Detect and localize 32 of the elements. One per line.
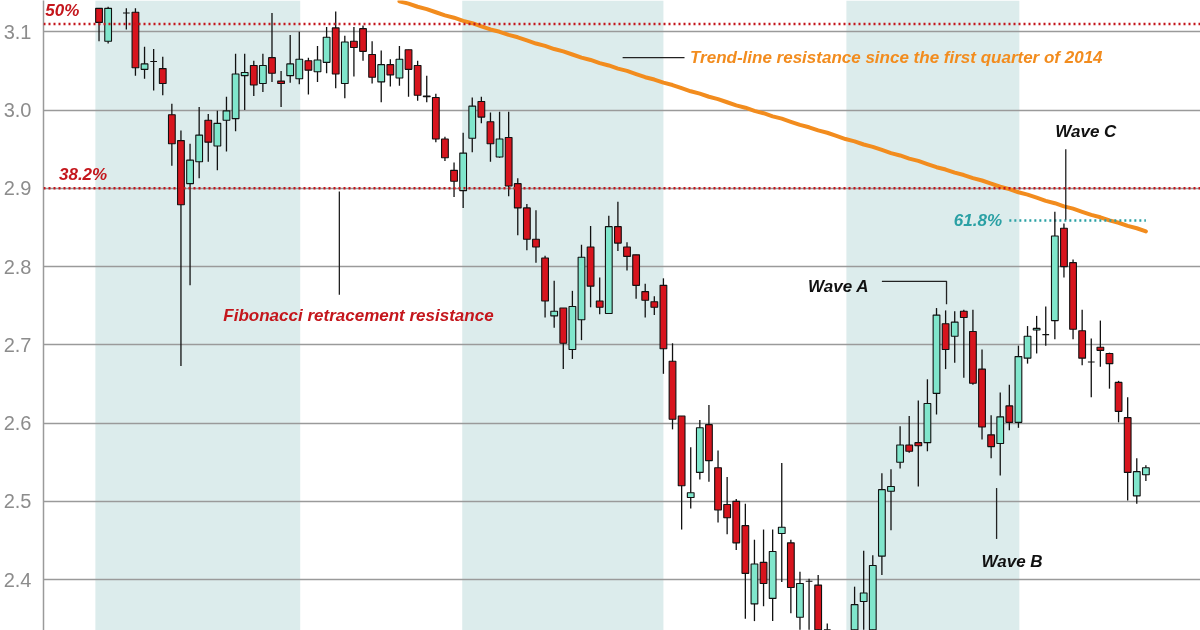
annotation: 38.2%	[58, 165, 108, 185]
y-tick-label: 2.6	[3, 412, 32, 435]
candlestick	[959, 308, 968, 379]
candlestick	[222, 96, 231, 153]
candlestick	[641, 283, 650, 319]
candlestick	[486, 111, 495, 163]
y-tick-label: 2.7	[3, 333, 32, 356]
candlestick	[777, 462, 786, 583]
annotation: Wave A	[808, 276, 869, 296]
annotation: Fibonacci retracement resistance	[223, 306, 494, 326]
candlestick	[1032, 315, 1041, 355]
candlestick	[140, 46, 149, 80]
annotation: Wave C	[1055, 122, 1118, 142]
series-label: Trend-line resistance since the first quarter of 2014	[689, 48, 1104, 68]
candlestick	[1096, 319, 1105, 368]
y-tick-label: 3.0	[3, 99, 32, 122]
y-tick-label: 2.4	[3, 568, 32, 591]
y-tick-label: 2.8	[3, 255, 32, 278]
y-tick-label: 2.9	[3, 177, 32, 200]
candlestick	[1023, 325, 1032, 365]
y-tick-label: 3.1	[3, 20, 32, 43]
candlestick	[158, 56, 167, 96]
candlestick	[1087, 337, 1096, 398]
annotation: Wave B	[981, 552, 1043, 572]
y-tick-label: 2.5	[3, 490, 32, 513]
annotation: 50%	[45, 0, 80, 20]
candlestick	[277, 70, 286, 108]
candlestick	[422, 74, 431, 103]
line-series	[397, 0, 1148, 234]
series-label: 61.8%	[953, 210, 1003, 230]
candlestick	[686, 446, 695, 510]
candlestick	[1105, 352, 1114, 390]
